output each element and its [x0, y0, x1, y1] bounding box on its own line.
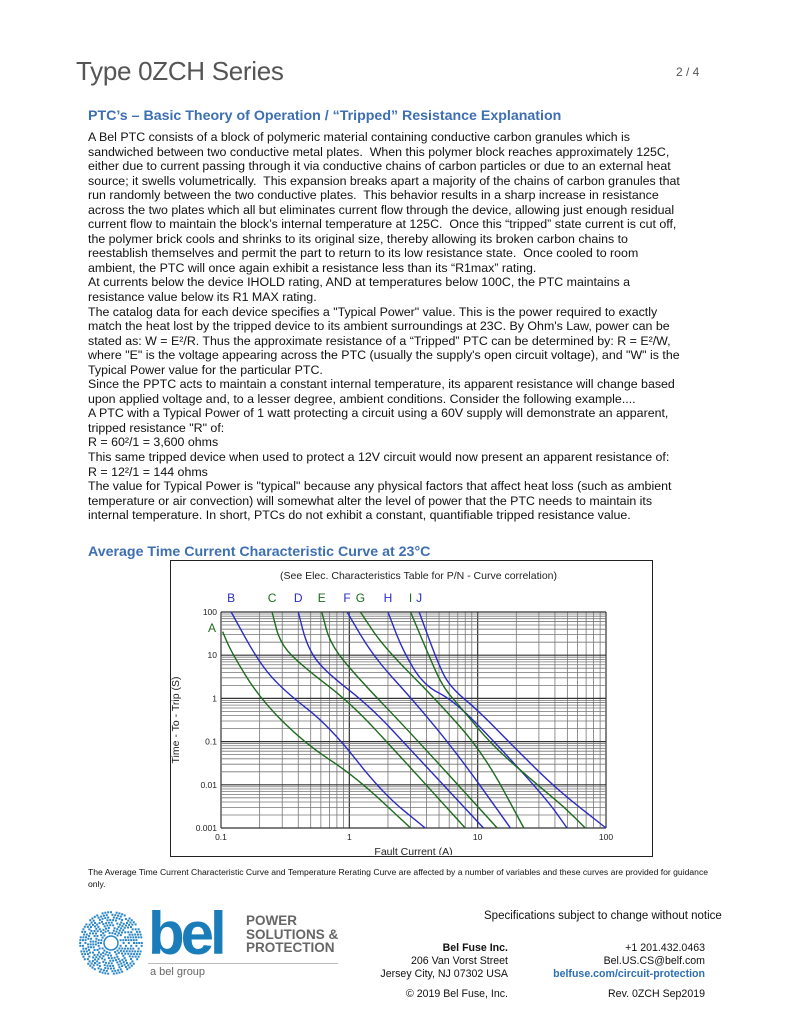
body-line: A Bel PTC consists of a block of polymer… [88, 130, 631, 144]
company-name: Bel Fuse Inc. [442, 942, 508, 954]
y-tick-label: 10 [208, 650, 218, 660]
body-line: where "E" is the voltage appearing acros… [88, 348, 680, 363]
body-line: At currents below the device IHOLD ratin… [88, 275, 630, 290]
body-line: run randomly between the two conductive … [88, 188, 659, 203]
curve-label-g: G [356, 591, 365, 605]
page-number: 2 / 4 [676, 65, 700, 79]
logo-tagline: POWER SOLUTIONS & PROTECTION [246, 914, 338, 955]
street: 206 Van Vorst Street [411, 955, 508, 968]
revision: Rev. 0ZCH Sep2019 [608, 988, 705, 1000]
x-tick-label: 10 [473, 832, 483, 842]
curve-label-f: F [343, 591, 350, 605]
logo-divider [148, 963, 338, 964]
body-line: ambient, the PTC will once again exhibit… [88, 260, 537, 275]
curve-j [418, 611, 607, 829]
curve-g [359, 611, 525, 829]
section-heading-curve: Average Time Current Characteristic Curv… [88, 544, 431, 560]
body-line: The value for Typical Power is "typical"… [88, 479, 672, 494]
copyright: © 2019 Bel Fuse, Inc. [405, 988, 508, 1000]
curve-i [409, 611, 586, 829]
body-line: resistance value below its R1 MAX rating… [88, 290, 317, 305]
x-tick-label: 100 [599, 832, 613, 842]
spec-notice: Specifications subject to change without… [484, 910, 722, 922]
y-tick-label: 1 [212, 693, 217, 703]
email-link[interactable]: Bel.US.CS@belf.com [603, 955, 705, 968]
body-line: either due to current passing through it… [88, 159, 671, 174]
city: Jersey City, NJ 07302 USA [380, 968, 508, 981]
logo-group-text: a bel group [150, 966, 206, 978]
curve-label-h: H [384, 591, 393, 605]
curve-label-i: I [409, 591, 412, 605]
curve-a [222, 631, 412, 829]
curve-c [271, 611, 466, 829]
curve-label-b: B [227, 591, 235, 605]
document-title: Type 0ZCH Series [76, 56, 284, 86]
x-axis-label: Fault Current (A) [374, 846, 452, 855]
curve-label-a: A [208, 621, 216, 635]
body-line: stated as: W = E²/R. Thus the approximat… [88, 333, 671, 348]
chart-caption: The Average Time Current Characteristic … [88, 867, 709, 889]
section-heading-theory: PTC’s – Basic Theory of Operation / “Tri… [88, 108, 562, 124]
curve-b [230, 611, 426, 829]
company-contact: +1 201.432.0463 Bel.US.CS@belf.com belfu… [540, 942, 705, 982]
y-tick-label: 100 [203, 607, 217, 617]
curve-label-e: E [318, 591, 326, 605]
body-line: reestablish themselves and permit the pa… [88, 246, 639, 261]
curve-label-c: C [268, 591, 277, 605]
tagline-line: POWER [246, 913, 298, 928]
body-line: the polymer brick cools and shrinks to i… [88, 231, 628, 246]
curve-d [297, 611, 484, 829]
time-current-chart: 0.1 1 10 100 100 10 1 0.1 0.01 0.001 Fault Current… [170, 560, 653, 858]
phone: +1 201.432.0463 [625, 942, 705, 954]
body-line: across the two plates which all but elim… [88, 202, 675, 217]
curve-label-d: D [294, 591, 303, 605]
body-line: tripped resistance "R" of: [88, 420, 225, 435]
theory-body-text: A Bel PTC consists of a block of polymer… [88, 130, 680, 523]
body-line: temperature or air convection) will some… [88, 493, 653, 508]
body-line: source; it swells volumetrically. This e… [88, 173, 680, 188]
company-address: Bel Fuse Inc. 206 Van Vorst Street Jerse… [360, 942, 508, 982]
body-line: sandwiched between two conductive metal … [88, 144, 670, 159]
bel-globe-logo-icon [79, 911, 143, 975]
body-line: Typical Power value for the particular P… [88, 362, 323, 377]
chart-svg: 0.1 1 10 100 100 10 1 0.1 0.01 0.001 Fault Current… [170, 570, 613, 858]
body-line: A PTC with a Typical Power of 1 watt pro… [88, 406, 669, 421]
website-link[interactable]: belfuse.com/circuit-protection [553, 968, 705, 981]
tagline-line: SOLUTIONS & [246, 926, 339, 942]
y-tick-label: 0.1 [205, 737, 217, 747]
body-line: internal temperature. In short, PTCs do … [88, 508, 631, 523]
curve-f [346, 611, 511, 829]
body-line: R = 60²/1 = 3,600 ohms [88, 435, 219, 450]
body-line: Since the PPTC acts to maintain a consta… [88, 377, 675, 392]
body-line: match the heat lost by the tripped devic… [88, 319, 670, 334]
chart-title: (See Elec. Characteristics Table for P/N… [280, 570, 557, 582]
x-tick-label: 1 [347, 832, 352, 842]
y-tick-label: 0.01 [200, 780, 217, 790]
bel-wordmark: bel [148, 900, 227, 967]
curve-e [321, 611, 498, 829]
body-line: current flow to maintain the block’s int… [88, 217, 677, 232]
y-tick-label: 0.001 [196, 823, 218, 833]
body-line: upon applied voltage and, to a lesser de… [88, 391, 636, 406]
curve-label-j: J [416, 591, 422, 605]
body-line: The catalog data for each device specifi… [88, 304, 658, 319]
body-line: R = 12²/1 = 144 ohms [88, 464, 208, 479]
tagline-line: PROTECTION [246, 940, 335, 955]
body-line: This same tripped device when used to pr… [88, 450, 670, 465]
x-tick-label: 0.1 [215, 832, 227, 842]
y-axis-label: Time - To - Trip (S) [171, 677, 182, 764]
